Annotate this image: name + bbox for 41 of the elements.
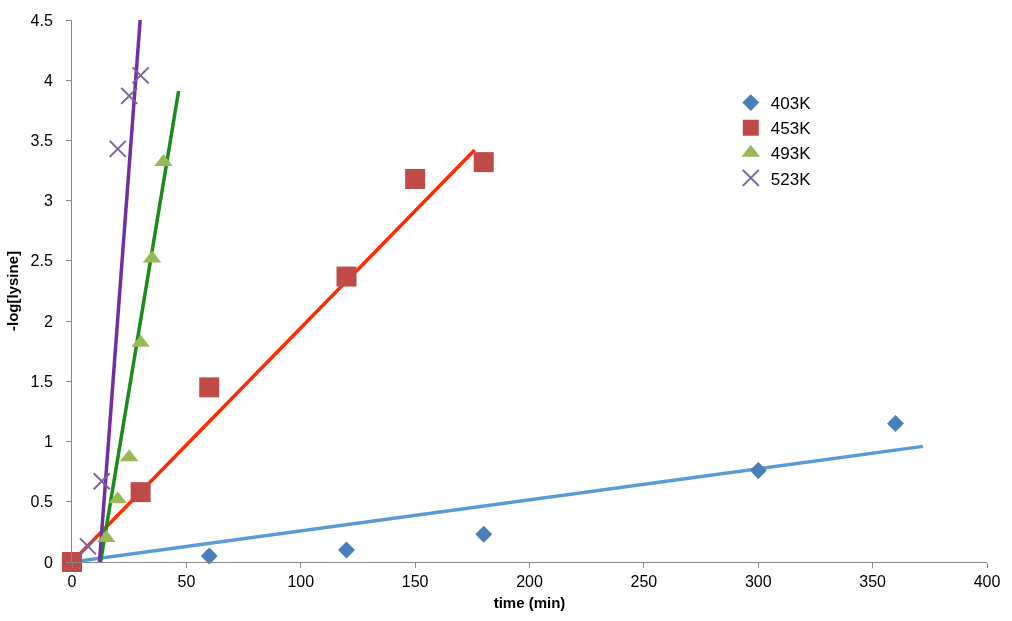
point: [130, 482, 151, 503]
legend-label: 523K: [770, 169, 812, 189]
y-tick-label: 0: [43, 553, 53, 571]
y-tick-label: 3.5: [30, 132, 53, 150]
y-tick-label: 3: [43, 192, 53, 210]
x-tick-label: 0: [67, 573, 77, 591]
x-tick-label: 200: [516, 573, 543, 591]
y-tick-label: 1.5: [30, 372, 53, 390]
point: [473, 152, 494, 173]
point: [405, 168, 426, 189]
point: [92, 472, 111, 491]
point: [79, 537, 98, 556]
x-tick-label: 100: [287, 573, 315, 591]
y-tick-label: 2: [43, 312, 53, 330]
legend-label: 453K: [770, 119, 812, 139]
x-tick-label: 300: [744, 573, 772, 591]
point: [200, 547, 218, 565]
point: [338, 541, 355, 559]
y-axis-title: -log[lysine]: [3, 250, 21, 332]
point: [199, 377, 220, 398]
point: [108, 139, 127, 158]
legend-label: 403K: [770, 94, 812, 114]
point: [749, 462, 767, 479]
x-tick-label: 150: [401, 573, 429, 591]
y-tick-label: 0.5: [30, 493, 53, 511]
point: [131, 66, 150, 85]
point: [475, 525, 493, 543]
legend-label: 493K: [770, 144, 812, 164]
x-tick-label: 50: [177, 573, 196, 591]
point: [62, 552, 82, 572]
x-tick-label: 250: [630, 573, 658, 591]
y-tick-label: 2.5: [30, 252, 53, 270]
x-axis-title: time (min): [493, 594, 566, 612]
y-tick-label: 1: [43, 433, 53, 451]
point: [336, 266, 357, 287]
x-tick-label: 350: [859, 573, 887, 591]
y-tick-label: 4.5: [30, 11, 53, 29]
x-tick-label: 400: [973, 573, 1001, 591]
y-tick-label: 4: [43, 71, 53, 89]
point: [120, 86, 139, 105]
point: [887, 415, 904, 432]
